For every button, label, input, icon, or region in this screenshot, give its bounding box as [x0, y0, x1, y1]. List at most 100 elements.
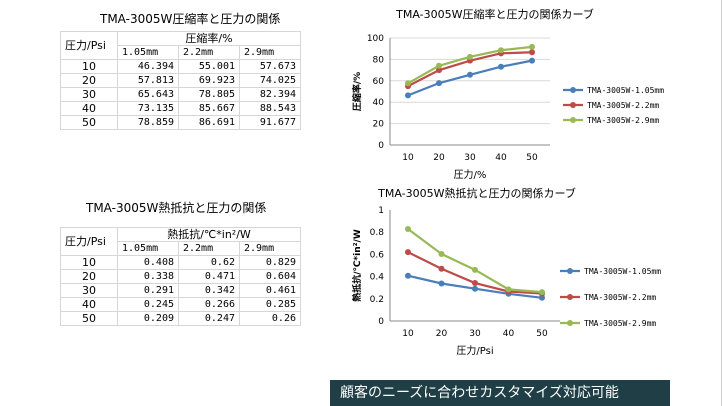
value-cell: 78.859 [117, 115, 179, 130]
table2-thickness-header: 2.2mm [178, 241, 240, 256]
value-cell: 0.342 [178, 283, 240, 298]
x-tick-label: 20 [433, 153, 445, 163]
pressure-cell: 50 [60, 115, 118, 130]
y-tick-label: 0.8 [370, 228, 385, 238]
data-point [472, 285, 478, 292]
data-point [529, 49, 535, 56]
customization-banner: 顧客のニーズに合わせカスタマイズ対応可能 [330, 380, 670, 406]
value-cell: 0.209 [117, 311, 179, 326]
data-point [436, 62, 442, 69]
data-point [405, 225, 411, 232]
chart-title: TMA-3005W圧縮率と圧力の関係カーブ [395, 7, 594, 21]
table-row: 10 46.394 55.001 57.673 [60, 59, 301, 74]
value-cell: 0.62 [178, 255, 240, 270]
pressure-cell: 20 [60, 73, 118, 88]
pressure-cell: 50 [60, 311, 118, 326]
value-cell: 0.408 [117, 255, 179, 270]
data-point [405, 249, 411, 256]
legend-label: TMA-3005W-1.05mm [587, 86, 664, 95]
legend-label: TMA-3005W-2.9mm [587, 116, 659, 125]
legend-label: TMA-3005W-2.2mm [587, 101, 659, 110]
compression-table: 圧力/Psi 圧縮率/% 1.05mm 2.2mm 2.9mm 10 46.39… [60, 31, 301, 130]
y-axis-label: 圧縮率/% [351, 72, 363, 111]
legend-marker [567, 320, 573, 326]
value-cell: 0.338 [117, 269, 179, 284]
value-cell: 0.461 [239, 283, 301, 298]
value-cell: 91.677 [239, 115, 301, 130]
table-row: 10 0.408 0.62 0.829 [60, 255, 301, 270]
table1-pressure-header: 圧力/Psi [60, 31, 118, 60]
value-cell: 69.923 [178, 73, 240, 88]
x-tick-label: 10 [402, 153, 414, 163]
value-cell: 0.604 [239, 269, 301, 284]
y-tick-label: 0.6 [370, 250, 385, 260]
legend-marker [570, 87, 576, 93]
pressure-cell: 40 [60, 101, 118, 116]
data-point [529, 43, 535, 50]
value-cell: 46.394 [117, 59, 179, 74]
x-axis-label: 圧力/% [454, 168, 487, 181]
table2-pressure-header: 圧力/Psi [60, 227, 118, 256]
value-cell: 82.394 [239, 87, 301, 102]
legend-marker [570, 117, 576, 123]
x-tick-label: 40 [503, 329, 515, 339]
table-row: 20 57.813 69.923 74.025 [60, 73, 301, 88]
data-point [472, 280, 478, 287]
y-axis-label: 熱抵抗/℃*in²/W [351, 229, 363, 302]
value-cell: 0.266 [178, 297, 240, 312]
data-point [505, 286, 512, 293]
data-point [438, 250, 445, 257]
pressure-cell: 30 [60, 87, 118, 102]
value-cell: 78.805 [178, 87, 240, 102]
table-row: 30 0.291 0.342 0.461 [60, 283, 301, 298]
data-point [405, 272, 411, 279]
value-cell: 0.247 [178, 311, 240, 326]
data-point [405, 80, 411, 87]
y-tick-label: 0.4 [370, 273, 385, 283]
y-tick-label: 100 [367, 34, 384, 44]
value-cell: 73.135 [117, 101, 179, 116]
x-tick-label: 30 [464, 153, 476, 163]
y-tick-label: 0 [378, 141, 384, 151]
data-point [438, 265, 445, 272]
data-point [438, 280, 445, 287]
x-axis-label: 圧力/Psi [456, 344, 493, 357]
pressure-cell: 20 [60, 269, 118, 284]
table2-value-header: 熱抵抗/℃*in²/W [117, 227, 301, 242]
x-tick-label: 30 [469, 329, 481, 339]
table-row: 30 65.643 78.805 82.394 [60, 87, 301, 102]
data-point [539, 289, 545, 296]
value-cell: 0.829 [239, 255, 301, 270]
x-tick-label: 10 [402, 329, 414, 339]
table1-value-header: 圧縮率/% [117, 31, 301, 46]
legend-marker [570, 102, 576, 108]
x-tick-label: 50 [536, 329, 548, 339]
data-point [405, 92, 411, 99]
table1-thickness-header: 2.9mm [239, 45, 301, 60]
data-point [498, 47, 504, 54]
x-tick-label: 40 [495, 153, 507, 163]
data-point [436, 80, 442, 87]
table2-thickness-header: 2.9mm [239, 241, 301, 256]
value-cell: 57.813 [117, 73, 179, 88]
value-cell: 74.025 [239, 73, 301, 88]
table2-title: TMA-3005W熱抵抗と圧力の関係 [86, 201, 267, 215]
legend-label: TMA-3005W-1.05mm [584, 267, 661, 276]
y-tick-label: 0 [378, 317, 384, 327]
x-tick-label: 50 [526, 153, 538, 163]
data-point [467, 71, 473, 78]
value-cell: 65.643 [117, 87, 179, 102]
value-cell: 86.691 [178, 115, 240, 130]
pressure-cell: 10 [60, 59, 118, 74]
value-cell: 57.673 [239, 59, 301, 74]
series-line [407, 59, 533, 97]
value-cell: 0.26 [239, 311, 301, 326]
data-point [472, 266, 478, 273]
y-tick-label: 0.2 [370, 295, 384, 305]
data-point [498, 63, 504, 70]
x-tick-label: 20 [436, 329, 448, 339]
table2-thickness-header: 1.05mm [117, 241, 179, 256]
data-point [539, 294, 545, 301]
chart-title: TMA-3005W熱抵抗と圧力の関係カーブ [377, 186, 576, 200]
value-cell: 0.245 [117, 297, 179, 312]
